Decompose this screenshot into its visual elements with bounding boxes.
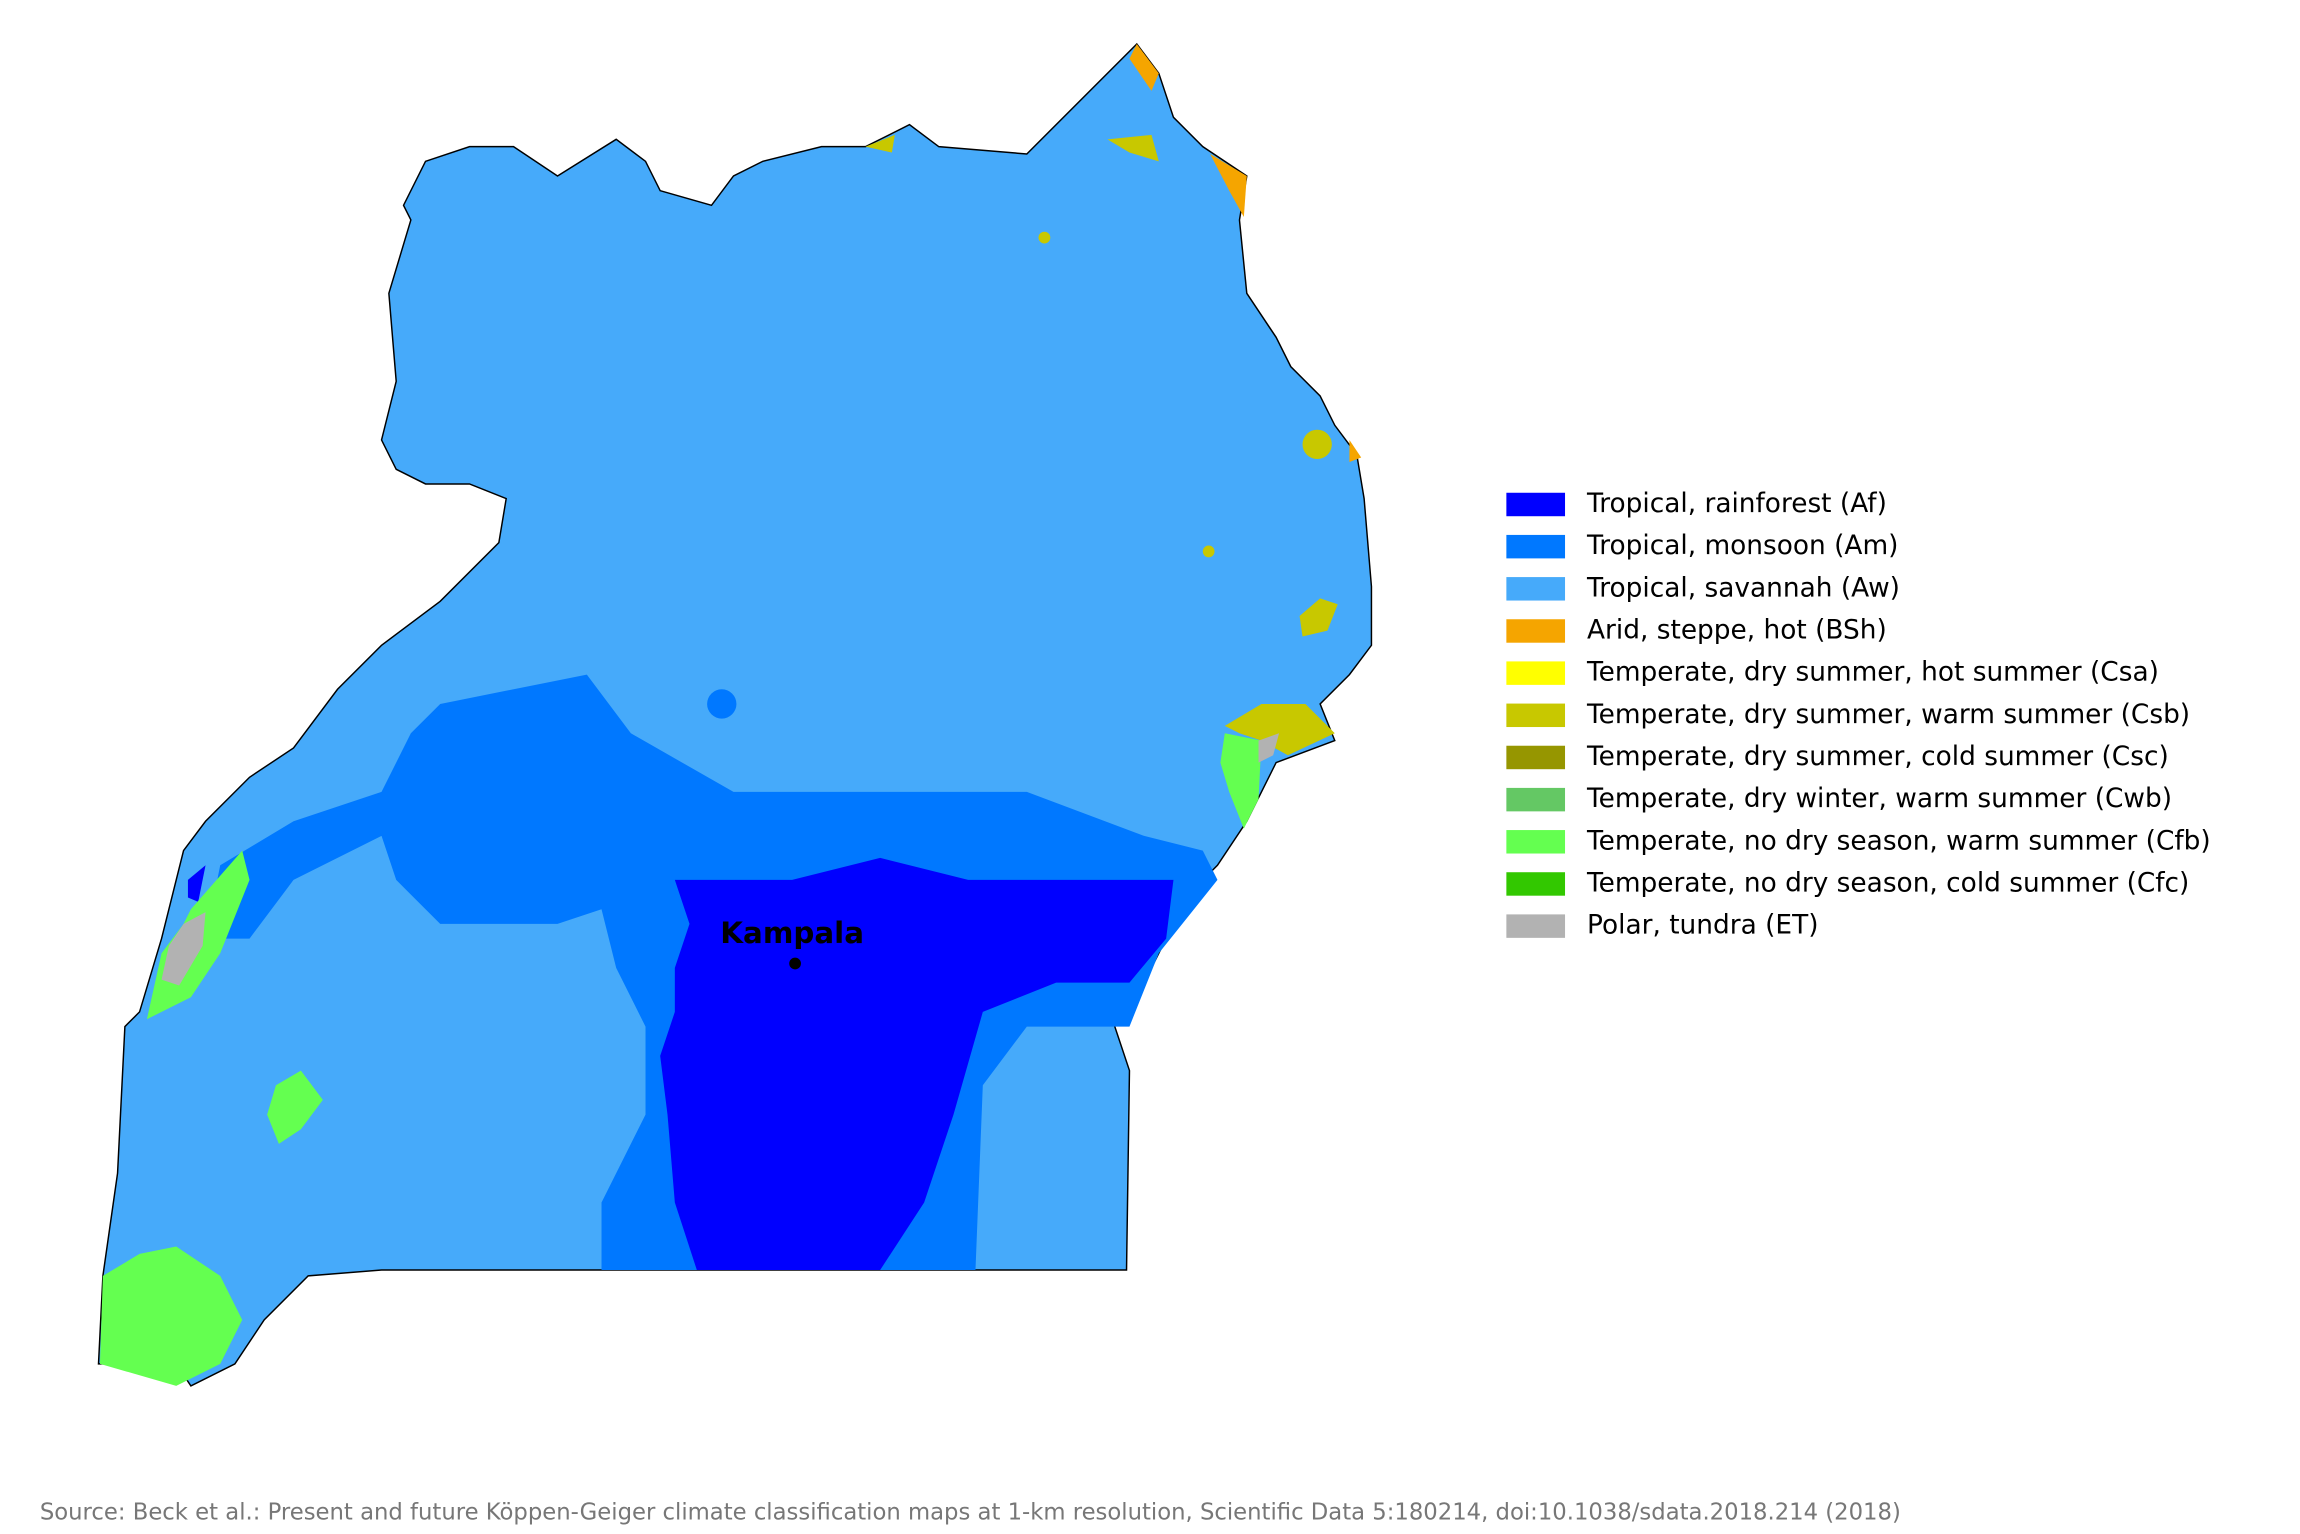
city-label: Kampala xyxy=(720,916,864,950)
region-af xyxy=(660,857,1174,1271)
legend-swatch xyxy=(1506,577,1566,601)
legend-label: Temperate, dry summer, cold summer (Csc) xyxy=(1586,742,2169,772)
region-af xyxy=(187,865,206,902)
legend: Tropical, rainforest (Af) Tropical, monso… xyxy=(1506,489,2211,941)
climate-regions xyxy=(97,42,1373,1387)
region-csb xyxy=(1202,545,1215,558)
region-csb xyxy=(1299,598,1338,637)
region-csb xyxy=(865,134,895,153)
legend-swatch xyxy=(1506,619,1566,643)
legend-swatch xyxy=(1506,492,1566,517)
legend-label: Temperate, dry winter, warm summer (Cwb) xyxy=(1586,784,2172,814)
legend-swatch xyxy=(1506,830,1566,854)
legend-label: Tropical, savannah (Aw) xyxy=(1586,573,1900,603)
source-note: Source: Beck et al.: Present and future … xyxy=(40,1499,1901,1525)
legend-label: Temperate, dry summer, warm summer (Csb) xyxy=(1586,700,2190,730)
region-am xyxy=(707,689,737,719)
legend-label: Temperate, dry summer, hot summer (Csa) xyxy=(1586,658,2159,688)
legend-swatch xyxy=(1506,745,1566,770)
region-et xyxy=(161,912,206,986)
legend-swatch xyxy=(1506,534,1566,559)
region-bsh xyxy=(1129,43,1159,91)
legend-swatch xyxy=(1506,872,1566,896)
legend-label: Arid, steppe, hot (BSh) xyxy=(1587,615,1887,645)
legend-label: Tropical, monsoon (Am) xyxy=(1586,531,1898,561)
legend-label: Polar, tundra (ET) xyxy=(1587,911,1818,941)
legend-label: Temperate, no dry season, cold summer (C… xyxy=(1586,868,2189,898)
region-cfb xyxy=(99,1246,243,1386)
region-csb xyxy=(1302,429,1332,460)
legend-label: Tropical, rainforest (Af) xyxy=(1586,489,1887,519)
legend-swatch xyxy=(1506,787,1566,812)
legend-label: Temperate, no dry season, warm summer (C… xyxy=(1586,826,2211,856)
region-csb xyxy=(1107,134,1159,162)
legend-swatch xyxy=(1506,703,1566,728)
region-csb xyxy=(1224,703,1335,756)
region-csb xyxy=(1038,231,1051,244)
region-bsh xyxy=(1349,439,1362,462)
legend-swatch xyxy=(1506,914,1566,938)
legend-swatch xyxy=(1506,661,1566,685)
region-et xyxy=(1258,733,1280,763)
region-cfb xyxy=(267,1070,323,1144)
region-cfb xyxy=(1220,733,1262,829)
city-marker xyxy=(789,957,801,970)
region-bsh xyxy=(1210,153,1247,218)
